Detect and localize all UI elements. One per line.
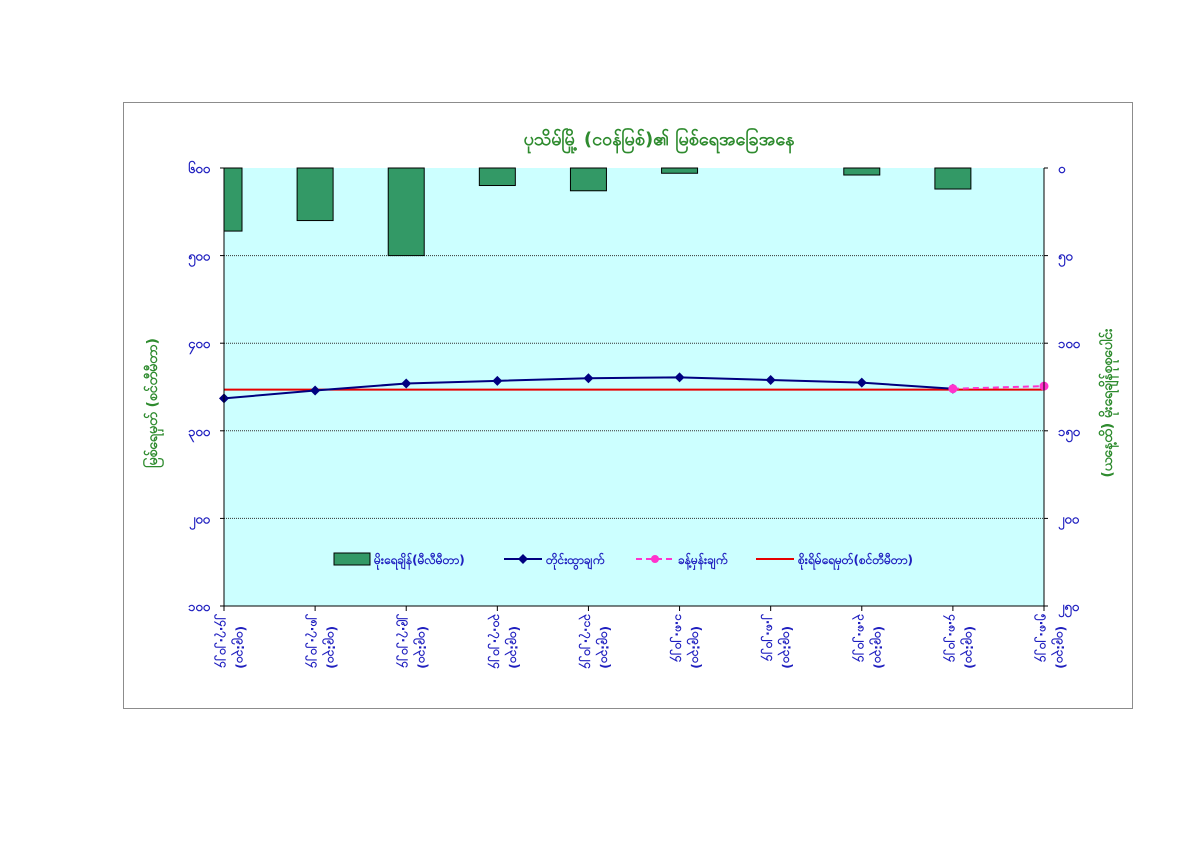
observed-point (310, 385, 321, 396)
category-time: (၀၉:၃၀) (503, 626, 521, 669)
category-label: ၄.၈.၂၀၂၄ (၀၉:၃၀) (942, 613, 977, 669)
category-time: (၀၉:၃၀) (868, 626, 886, 669)
right-tick-label: ၂၀၀ (1058, 512, 1080, 530)
category-label: ၂၉.၇.၂၀၂၄ (၀၉:၃၀) (395, 613, 430, 669)
right-tick-label: ၁၀၀ (1058, 337, 1081, 352)
rainfall-bar (569, 167, 607, 192)
category-date: ၂၈.၇.၂၀၂၄ (304, 613, 322, 668)
category-label: ၂၈.၇.၂၀၂၄ (၀၉:၃၀) (304, 613, 339, 669)
line-series (219, 372, 1049, 404)
rainfall-bar (934, 167, 972, 190)
left-tick-label: ၁၀၀ (188, 600, 211, 615)
rainfall-bar (296, 167, 334, 222)
legend-marker-forecast (651, 555, 659, 563)
left-tick-label: ၄၀၀ (188, 337, 211, 355)
category-label: ၂၄.၇.၂၀၂၄ (၀၉:၃၀) (213, 613, 248, 669)
observed-point (401, 378, 412, 389)
right-tick-label: ၂၅၀ (1058, 600, 1080, 618)
rainfall-bar (478, 167, 516, 187)
legend-label-rainfall: မိုးရေချိန်(မီလီမီတာ) (373, 551, 465, 571)
category-label: ၂.၈.၂၀၂၄ (၀၉:၃၀) (760, 613, 795, 669)
category-date: ၂၄.၇.၂၀၂၄ (213, 613, 231, 668)
chart-title: ပုသိမ်မြို့ (ငဝန်မြစ်)၏ မြစ်ရေအခြေအနေ (524, 127, 796, 154)
right-axis-title: (ယနေ့ထိ) မိုးရေချိန်စုစုပေါင်း (1099, 328, 1119, 478)
category-label: ၁.၈.၂၀၂၄ (၀၉:၃၀) (669, 614, 704, 669)
legend-label-forecast: ခန့်မှန်းချက် (678, 551, 728, 571)
right-tick-label: ၅၀ (1058, 250, 1073, 268)
category-time: (၀၉:၃၀) (594, 626, 612, 669)
category-date: ၂၉.၇.၂၀၂၄ (395, 613, 413, 668)
category-label: ၃၀.၇.၂၀၂၄ (၀၉:၃၀) (486, 614, 521, 669)
left-tick-label: ၃၀၀ (188, 425, 211, 443)
rainfall-bar (223, 167, 243, 232)
left-tick-label: ၂၀၀ (189, 512, 211, 530)
legend: မိုးရေချိန်(မီလီမီတာ) တိုင်းထွာချက် ခန့်မှ… (333, 551, 913, 571)
rainfall-bars (223, 167, 972, 257)
category-date: ၃၀.၇.၂၀၂၄ (486, 614, 504, 669)
category-label: ၃၁.၇.၂၀၂၄ (၀၉:၃၀) (577, 614, 612, 669)
observed-point (492, 375, 503, 386)
right-tick-label: ၁၅၀ (1058, 425, 1081, 443)
category-time: (၀၉:၃၀) (230, 626, 248, 669)
category-label: ၅.၈.၂၀၂၄ (၀၉:၃၀) (1033, 613, 1068, 669)
category-date: ၂.၈.၂၀၂၄ (760, 613, 778, 661)
gridlines (224, 255, 1044, 519)
rainfall-bar (843, 167, 881, 176)
category-label: ၃.၈.၂၀၂၄ (၀၉:၃၀) (851, 614, 886, 669)
category-time: (၀၉:၃၀) (777, 626, 795, 669)
water-level-chart: ပုသိမ်မြို့ (ငဝန်မြစ်)၏ မြစ်ရေအခြေအနေ ၁၀… (143, 127, 1119, 669)
legend-label-danger: စိုးရိမ်ရေမှတ်(စင်တီမီတာ) (797, 551, 913, 571)
category-time: (၀၉:၃၀) (412, 626, 430, 669)
category-date: ၁.၈.၂၀၂၄ (669, 614, 687, 662)
legend-marker-observed (518, 554, 528, 564)
rainfall-bar (387, 167, 425, 257)
forecast-point (948, 384, 958, 394)
chart-frame: ပုသိမ်မြို့ (ငဝန်မြစ်)၏ မြစ်ရေအခြေအနေ ၁၀… (123, 102, 1133, 709)
legend-label-observed: တိုင်းထွာချက် (545, 551, 605, 571)
category-date: ၃.၈.၂၀၂၄ (851, 614, 869, 662)
legend-swatch-rainfall (333, 552, 371, 566)
category-time: (၀၉:၃၀) (686, 626, 704, 669)
category-time: (၀၉:၃၀) (1050, 626, 1068, 669)
right-tick-label: ၀ (1058, 162, 1066, 177)
left-tick-label: ၆၀၀ (188, 160, 211, 177)
observed-point (765, 374, 776, 385)
observed-point (856, 377, 867, 388)
left-axis-title: မြစ်ရေမှတ် (စင်တီမီတာ) (143, 338, 164, 468)
category-date: ၄.၈.၂၀၂၄ (942, 613, 960, 662)
category-date: ၃၁.၇.၂၀၂၄ (577, 614, 595, 669)
category-time: (၀၉:၃၀) (321, 626, 339, 669)
forecast-line (952, 385, 1045, 390)
category-date: ၅.၈.၂၀၂၄ (1033, 613, 1051, 662)
rainfall-bar (661, 167, 699, 174)
left-tick-label: ၅၀၀ (188, 250, 211, 268)
observed-point (583, 373, 594, 384)
observed-point (674, 372, 685, 383)
category-time: (၀၉:၃၀) (959, 626, 977, 669)
